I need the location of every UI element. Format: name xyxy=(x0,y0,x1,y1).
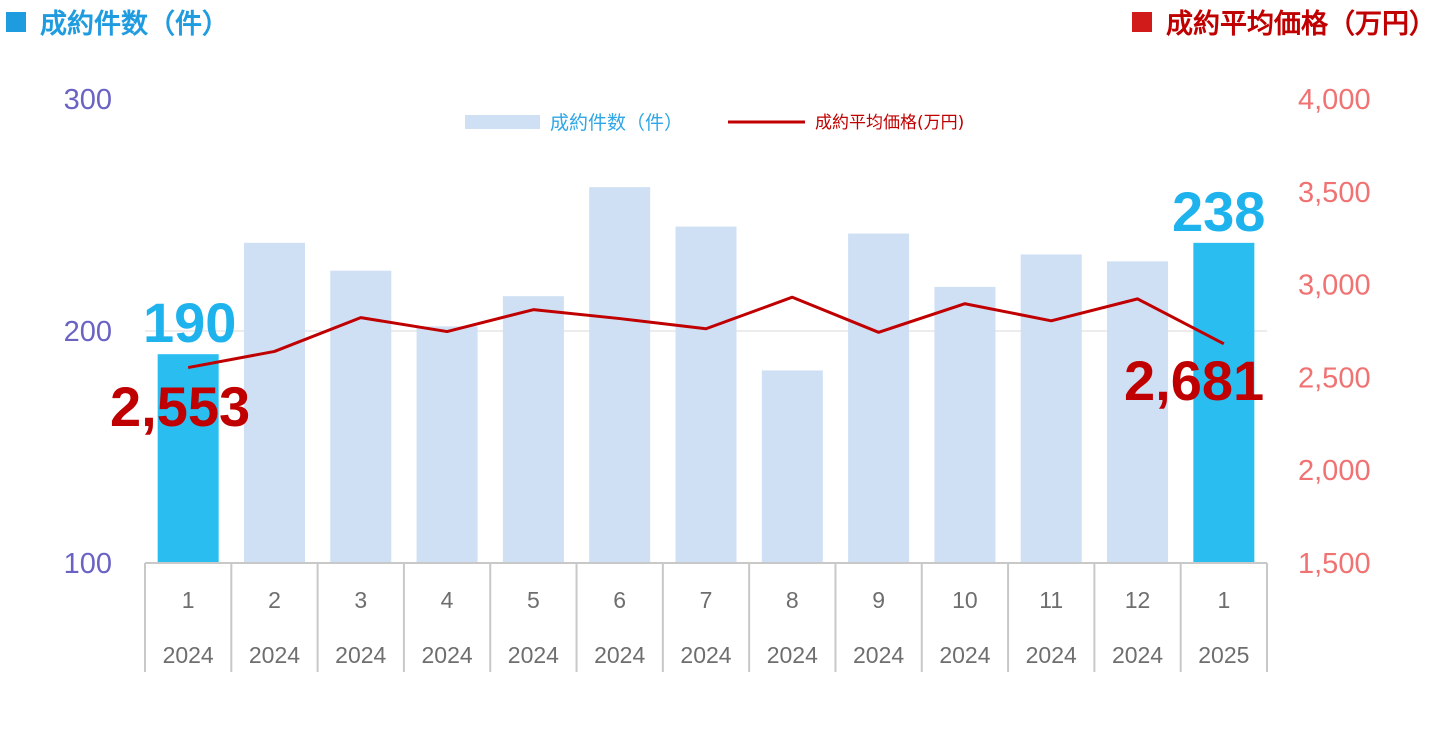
bar-1 xyxy=(243,242,305,563)
legend-bar-swatch xyxy=(465,115,540,129)
x-month-label-3: 4 xyxy=(441,587,454,613)
x-month-label-11: 12 xyxy=(1125,587,1151,613)
legend: 成約件数（件） 成約平均価格(万円) xyxy=(465,112,964,134)
y-right-tick-4: 3,500 xyxy=(1298,177,1371,209)
y-right-tick-5: 4,000 xyxy=(1298,84,1371,116)
y-right-tick-2: 2,500 xyxy=(1298,362,1371,394)
x-year-label-7: 2024 xyxy=(767,642,818,668)
x-month-label-10: 11 xyxy=(1039,587,1063,613)
bar-3 xyxy=(416,326,478,563)
x-year-label-1: 2024 xyxy=(249,642,300,668)
y-right-tick-0: 1,500 xyxy=(1298,548,1371,580)
x-month-label-7: 8 xyxy=(786,587,799,613)
x-month-label-9: 10 xyxy=(952,587,978,613)
x-year-label-6: 2024 xyxy=(680,642,731,668)
y-right-tick-3: 3,000 xyxy=(1298,270,1371,302)
y-left-tick-0: 100 xyxy=(64,548,112,580)
line-price xyxy=(187,295,1225,370)
legend-bar-label: 成約件数（件） xyxy=(550,112,683,134)
bar-12 xyxy=(1193,242,1255,563)
left-axis-title: 成約件数（件） xyxy=(6,2,229,41)
x-month-label-0: 1 xyxy=(182,587,195,613)
bar-2 xyxy=(330,270,392,563)
axes: 100 200 300 1,500 2,000 2,500 3,000 3,500 4,000 1… xyxy=(64,84,1371,672)
bar-5 xyxy=(589,187,651,563)
callout-first-line-value: 2,553 xyxy=(110,375,250,438)
right-axis-title-text: 成約平均価格（万円） xyxy=(1166,9,1436,40)
bar-0 xyxy=(157,354,219,563)
bar-series xyxy=(157,187,1255,563)
bar-4 xyxy=(502,296,564,563)
right-axis-title: 成約平均価格（万円） xyxy=(1132,2,1436,41)
x-month-label-6: 7 xyxy=(700,587,713,613)
x-year-label-4: 2024 xyxy=(508,642,559,668)
x-month-label-5: 6 xyxy=(613,587,626,613)
callout-last-bar-value: 238 xyxy=(1172,180,1265,243)
x-year-label-2: 2024 xyxy=(335,642,386,668)
y-left-tick-2: 300 xyxy=(64,84,112,116)
y-left-tick-1: 200 xyxy=(64,316,112,348)
bar-7 xyxy=(761,370,823,563)
x-year-label-9: 2024 xyxy=(939,642,990,668)
left-title-square-icon xyxy=(6,11,26,32)
x-year-label-10: 2024 xyxy=(1026,642,1077,668)
y-right-tick-1: 2,000 xyxy=(1298,455,1371,487)
callout-first-bar-value: 190 xyxy=(143,291,236,354)
bar-10 xyxy=(1020,254,1082,563)
x-year-label-0: 2024 xyxy=(163,642,214,668)
right-title-square-icon xyxy=(1132,11,1152,32)
callout-last-line-value: 2,681 xyxy=(1124,349,1264,412)
x-month-label-1: 2 xyxy=(268,587,281,613)
x-month-label-4: 5 xyxy=(527,587,540,613)
x-month-label-2: 3 xyxy=(354,587,367,613)
bar-9 xyxy=(934,286,996,563)
line-series xyxy=(187,295,1225,370)
x-month-label-12: 1 xyxy=(1217,587,1230,613)
callouts: 190 238 2,553 2,681 xyxy=(110,180,1265,438)
bar-6 xyxy=(675,226,737,563)
left-axis-title-text: 成約件数（件） xyxy=(40,9,229,40)
x-year-label-11: 2024 xyxy=(1112,642,1163,668)
bar-8 xyxy=(848,233,910,563)
x-year-label-5: 2024 xyxy=(594,642,645,668)
x-year-label-8: 2024 xyxy=(853,642,904,668)
bar-11 xyxy=(1107,261,1169,563)
x-year-label-12: 2025 xyxy=(1198,642,1249,668)
x-month-label-8: 9 xyxy=(872,587,885,613)
x-year-label-3: 2024 xyxy=(421,642,472,668)
legend-line-label: 成約平均価格(万円) xyxy=(815,113,964,133)
